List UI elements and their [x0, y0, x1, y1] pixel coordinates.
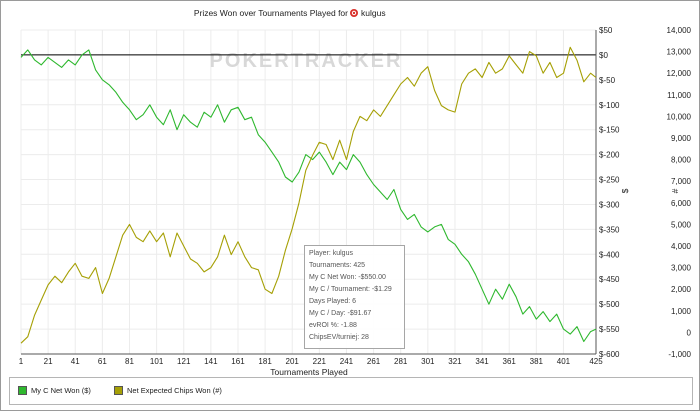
x-tick-label: 41 — [71, 357, 80, 366]
x-tick-label: 425 — [589, 357, 603, 366]
chart-title-player: kulgus — [361, 8, 386, 18]
x-tick-label: 301 — [421, 357, 435, 366]
watermark: POKERTRACKER — [210, 50, 403, 72]
tooltip-line: Days Played: 6 — [309, 298, 357, 305]
y-tick-label-right: 4,000 — [671, 242, 692, 251]
tooltip-line: My C Net Won: -$550.00 — [309, 274, 386, 281]
poker-chip-icon — [350, 9, 358, 17]
legend-item-expected-chips[interactable]: Net Expected Chips Won (#) — [114, 386, 222, 395]
legend-swatch-net-won — [18, 386, 27, 395]
x-tick-label: 281 — [394, 357, 408, 366]
tooltip: Player: kulgus Tournaments: 425 My C Net… — [304, 245, 405, 349]
x-tick-label: 61 — [98, 357, 107, 366]
x-tick-label: 121 — [177, 357, 191, 366]
tooltip-line: My C / Day: -$91.67 — [309, 310, 372, 317]
y-tick-label-left: $-350 — [599, 225, 620, 234]
x-tick-label: 1 — [19, 357, 24, 366]
x-tick-label: 401 — [557, 357, 571, 366]
y-tick-label-left: $-600 — [599, 350, 620, 359]
y-tick-label-left: $-50 — [599, 76, 616, 85]
y-tick-label-left: $-450 — [599, 275, 620, 284]
y-tick-label-right: 13,000 — [667, 48, 692, 57]
x-tick-label: 341 — [475, 357, 489, 366]
tooltip-line: ChipsEV/turniej: 28 — [309, 334, 369, 341]
y-tick-label-right: 2,000 — [671, 285, 692, 294]
chart-legend: My C Net Won ($) Net Expected Chips Won … — [9, 377, 693, 405]
y-tick-label-left: $-250 — [599, 176, 620, 185]
y-tick-label-right: 14,000 — [667, 26, 692, 35]
y-tick-label-left: $0 — [599, 51, 608, 60]
x-tick-label: 21 — [44, 357, 53, 366]
tooltip-line: evROI %: -1.88 — [309, 322, 357, 329]
y-tick-label-right: 9,000 — [671, 134, 692, 143]
chart-title: Prizes Won over Tournaments Played for — [194, 8, 348, 18]
y-tick-label-right: 6,000 — [671, 199, 692, 208]
x-tick-label: 81 — [125, 357, 134, 366]
x-tick-label: 321 — [448, 357, 462, 366]
y-tick-label-left: $-300 — [599, 200, 620, 209]
y-tick-label-right: 3,000 — [671, 264, 692, 273]
y-tick-label-left: $-500 — [599, 300, 620, 309]
x-tick-label: 141 — [204, 357, 218, 366]
tooltip-line: Tournaments: 425 — [309, 262, 366, 269]
x-tick-label: 381 — [530, 357, 544, 366]
y-tick-label-right: 11,000 — [667, 91, 691, 100]
x-tick-label: 361 — [503, 357, 517, 366]
x-tick-label: 181 — [258, 357, 272, 366]
x-tick-label: 201 — [286, 357, 300, 366]
x-axis-title: Tournaments Played — [270, 367, 348, 377]
y-tick-label-right: 7,000 — [671, 177, 692, 186]
y-tick-label-right: 12,000 — [667, 69, 692, 78]
y-tick-label-right: 8,000 — [671, 156, 692, 165]
tooltip-line: Player: kulgus — [309, 250, 353, 257]
y-tick-label-right: 10,000 — [667, 112, 692, 121]
y-tick-label-left: $-400 — [599, 250, 620, 259]
legend-label-net-won: My C Net Won ($) — [31, 386, 91, 395]
y-tick-label-left: $-550 — [599, 325, 620, 334]
x-tick-label: 261 — [367, 357, 381, 366]
legend-label-expected-chips: Net Expected Chips Won (#) — [127, 386, 222, 395]
y-tick-label-right: -1,000 — [668, 350, 691, 359]
x-tick-label: 241 — [340, 357, 354, 366]
y-axis-title-right: # — [670, 188, 680, 193]
y-tick-label-left: $50 — [599, 26, 613, 35]
chart-title-group: Prizes Won over Tournaments Played for k… — [194, 8, 386, 18]
x-tick-label: 161 — [231, 357, 245, 366]
x-tick-label: 101 — [150, 357, 164, 366]
y-tick-label-right: 0 — [687, 328, 692, 337]
y-tick-label-right: 1,000 — [671, 307, 692, 316]
y-tick-label-right: 5,000 — [671, 220, 692, 229]
y-tick-label-left: $-200 — [599, 151, 620, 160]
y-tick-label-left: $-150 — [599, 126, 620, 135]
legend-swatch-expected-chips — [114, 386, 123, 395]
y-tick-label-left: $-100 — [599, 101, 620, 110]
series-line-net-won — [20, 49, 597, 343]
tooltip-line: My C / Tournament: -$1.29 — [309, 286, 392, 293]
y-axis-title-left: $ — [620, 188, 630, 193]
x-tick-label: 221 — [313, 357, 327, 366]
legend-item-net-won[interactable]: My C Net Won ($) — [18, 386, 91, 395]
series-line-expected-chips — [20, 46, 597, 344]
